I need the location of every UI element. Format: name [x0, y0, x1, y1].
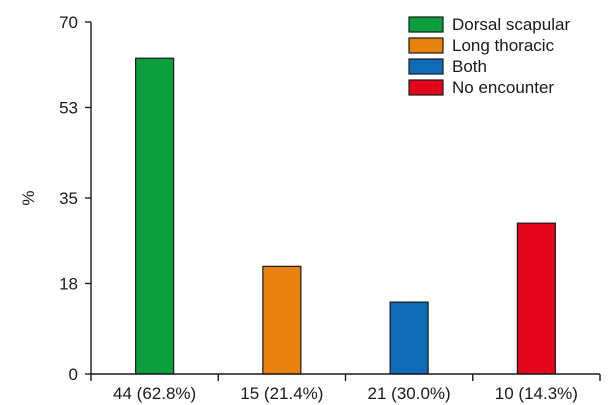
legend-label: No encounter [452, 78, 554, 97]
x-ticks-group: 44 (62.8%) 15 (21.4%) 21 (30.0%) 10 (14.3%) [90, 374, 601, 403]
bars-group [135, 57, 556, 375]
y-tick-label: 35 [59, 189, 78, 208]
y-ticks-group: 0 18 35 53 70 [59, 13, 91, 384]
legend-swatch [408, 58, 444, 75]
y-tick-label: 53 [59, 98, 78, 117]
legend-label: Both [452, 57, 487, 76]
bar-2 [262, 265, 302, 375]
legend-swatch [408, 79, 444, 96]
x-tick-label: 15 (21.4%) [240, 384, 323, 403]
bar-4 [516, 222, 556, 375]
y-axis-label: % [19, 190, 38, 205]
legend-label: Dorsal scapular [452, 15, 570, 34]
y-tick-label: 70 [59, 13, 78, 32]
x-tick-label: 10 (14.3%) [495, 384, 578, 403]
legend-label: Long thoracic [452, 36, 555, 55]
x-tick-label: 21 (30.0%) [368, 384, 451, 403]
legend-swatch [408, 16, 444, 33]
bar-1 [135, 57, 175, 375]
y-tick-label: 0 [69, 365, 78, 384]
legend-swatch [408, 37, 444, 54]
x-tick-label: 44 (62.8%) [113, 384, 196, 403]
y-tick-label: 18 [59, 274, 78, 293]
bar-3 [389, 301, 429, 375]
legend: Dorsal scapular Long thoracic Both No encou… [408, 15, 570, 97]
